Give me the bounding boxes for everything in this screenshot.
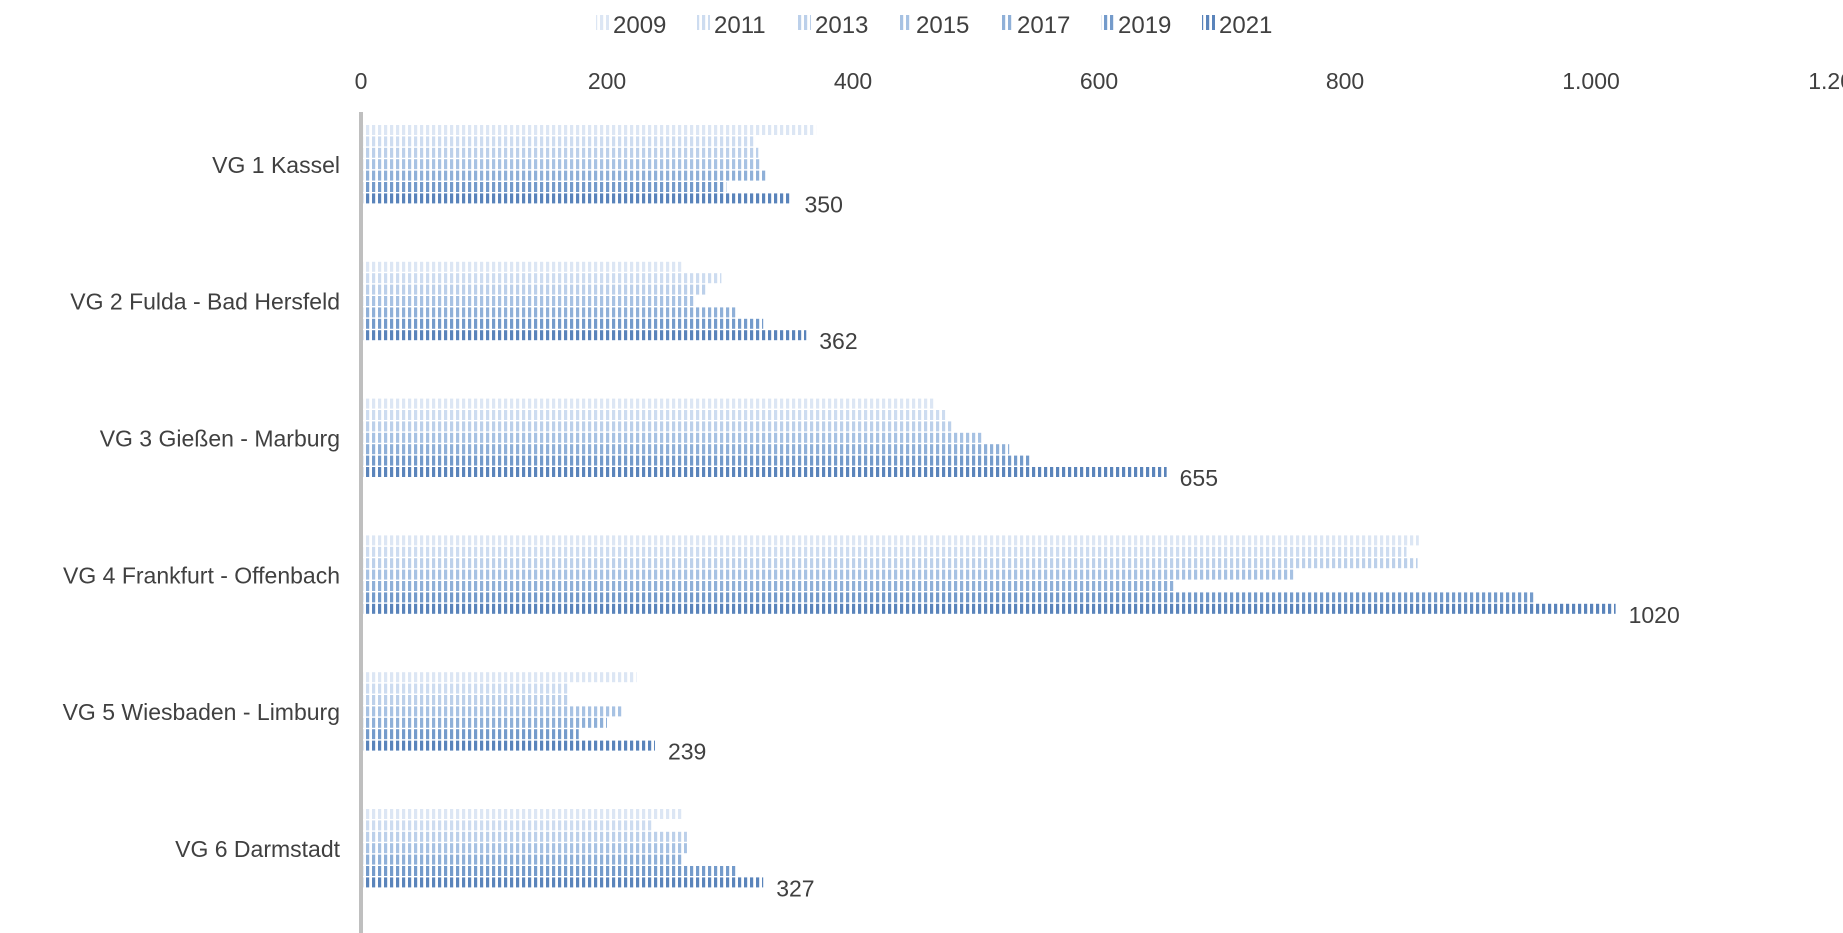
legend-label-2013: 2013 — [815, 12, 868, 39]
category-label: VG 4 Frankfurt - Offenbach — [63, 562, 340, 588]
bar-2019 — [361, 318, 764, 329]
bar-2011 — [361, 273, 722, 284]
legend-label-2019: 2019 — [1118, 12, 1171, 39]
legend-label-2009: 2009 — [613, 12, 666, 39]
legend-swatch-2011 — [697, 15, 710, 30]
bar-2017 — [361, 581, 1175, 591]
bar-2015 — [361, 843, 687, 854]
data-label: 239 — [668, 739, 706, 765]
bar-2019 — [361, 866, 738, 876]
bar-2011 — [361, 683, 569, 694]
category-label: VG 3 Gießen - Marburg — [100, 426, 340, 452]
bar-2009 — [361, 261, 684, 272]
category-label: VG 2 Fulda - Bad Hersfeld — [70, 289, 340, 315]
bar-2009 — [361, 809, 683, 819]
legend-label-2021: 2021 — [1219, 12, 1272, 39]
bar-2013 — [361, 421, 954, 432]
bar-2021 — [361, 467, 1167, 477]
bar-2017 — [361, 854, 683, 865]
bar-2013 — [361, 695, 569, 705]
data-label: 1020 — [1629, 602, 1680, 628]
bar-2019 — [361, 455, 1032, 466]
bar-2021 — [361, 740, 655, 751]
bar-2009 — [361, 535, 1419, 546]
bar-2009 — [361, 672, 637, 683]
bar-2013 — [361, 558, 1418, 569]
category-label: VG 1 Kassel — [212, 152, 340, 178]
legend-swatch-2021 — [1202, 15, 1215, 30]
bar-2015 — [361, 432, 983, 443]
bar-2019 — [361, 729, 579, 740]
data-label: 350 — [805, 191, 843, 217]
x-tick-label: 400 — [834, 68, 872, 94]
bar-2011 — [361, 820, 653, 831]
category-label: VG 5 Wiesbaden - Limburg — [63, 699, 340, 725]
bar-2013 — [361, 831, 687, 842]
bar-2015 — [361, 159, 760, 170]
x-tick-label: 0 — [355, 68, 368, 94]
bar-2011 — [361, 410, 946, 420]
bar-2021 — [361, 603, 1616, 614]
bar-2017 — [361, 444, 1010, 455]
legend-label-2011: 2011 — [714, 12, 766, 39]
bar-2011 — [361, 546, 1407, 557]
bar-2019 — [361, 182, 727, 192]
bar-2015 — [361, 706, 623, 717]
bar-2011 — [361, 136, 756, 147]
data-label: 362 — [819, 328, 857, 354]
bar-2017 — [361, 717, 607, 728]
bar-2009 — [361, 398, 935, 409]
x-tick-label: 1.000 — [1562, 68, 1620, 94]
bars — [361, 125, 1616, 888]
bar-2015 — [361, 296, 696, 306]
x-tick-label: 800 — [1326, 68, 1364, 94]
bar-2021 — [361, 330, 807, 341]
bar-2021 — [361, 877, 764, 888]
data-label: 327 — [776, 875, 814, 901]
bar-2013 — [361, 147, 759, 158]
x-tick-label: 200 — [588, 68, 626, 94]
legend-swatch-2017 — [1000, 15, 1013, 30]
data-label: 655 — [1180, 465, 1218, 491]
category-label: VG 6 Darmstadt — [175, 836, 340, 862]
legend-swatch-2009 — [596, 15, 609, 30]
legend-swatch-2013 — [798, 15, 811, 30]
bar-2015 — [361, 569, 1294, 580]
legend-label-2017: 2017 — [1017, 12, 1070, 39]
bar-2009 — [361, 125, 817, 135]
x-tick-label: 600 — [1080, 68, 1118, 94]
legend-label-2015: 2015 — [916, 12, 969, 39]
legend-swatch-2019 — [1101, 15, 1114, 30]
data-labels: 350 362 655 1020 239 327 — [668, 191, 1680, 901]
x-axis-ticks: 0 200 400 600 800 1.000 1.200 — [355, 68, 1843, 94]
bar-2017 — [361, 170, 766, 181]
bar-2021 — [361, 193, 792, 204]
x-tick-label: 1.200 — [1808, 68, 1843, 94]
bar-2017 — [361, 307, 738, 318]
bar-2019 — [361, 592, 1536, 603]
legend: 2009 2011 2013 2015 2017 2019 2021 — [596, 12, 1272, 39]
category-labels: VG 1 Kassel VG 2 Fulda - Bad Hersfeld VG 3… — [63, 152, 341, 862]
bar-2013 — [361, 284, 708, 295]
legend-swatch-2015 — [899, 15, 912, 30]
